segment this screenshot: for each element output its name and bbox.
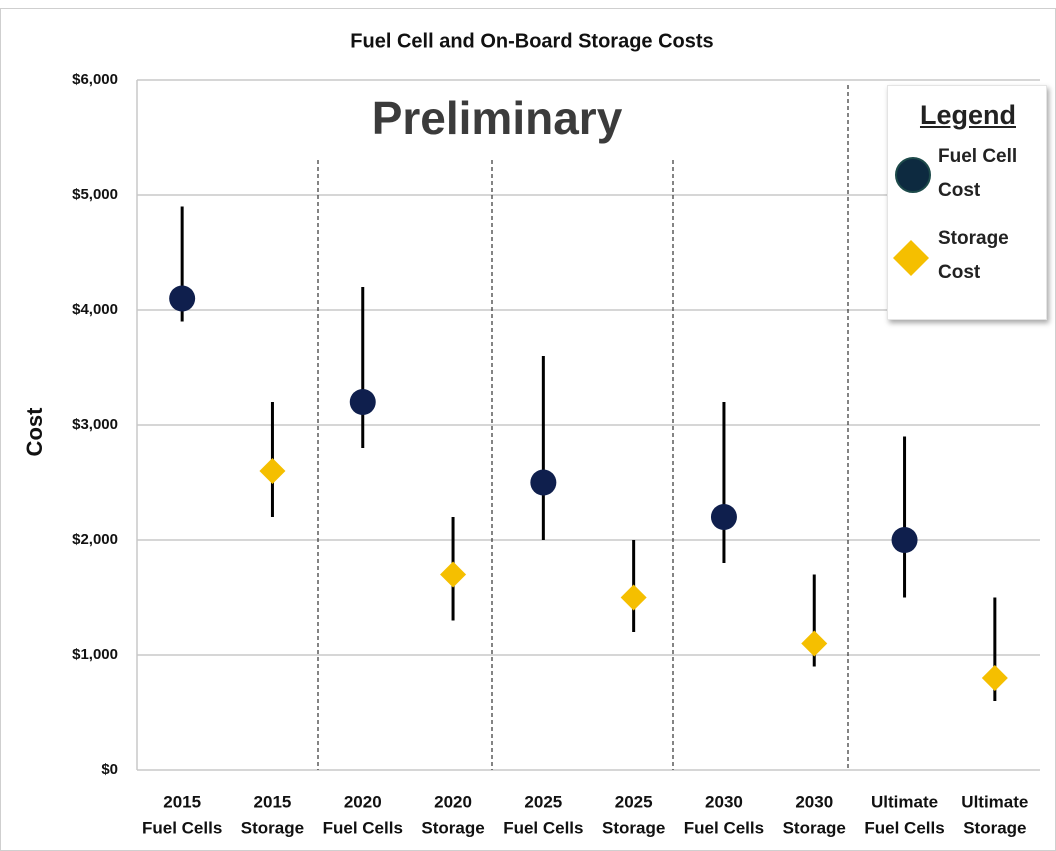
marker — [169, 285, 196, 312]
x-tick-label: 2015 — [163, 792, 201, 811]
x-tick-label: Fuel Cells — [503, 818, 583, 837]
marker — [891, 527, 918, 553]
legend-marker — [895, 157, 931, 193]
x-tick-label: 2030 — [705, 792, 743, 811]
x-tick-label: 2030 — [795, 792, 833, 811]
y-tick-label: $2,000 — [72, 531, 118, 548]
x-tick-label: 2015 — [254, 792, 292, 811]
x-tick-label: Ultimate — [961, 792, 1028, 811]
x-tick-label: Storage — [421, 818, 484, 837]
marker — [981, 665, 1008, 691]
y-tick-label: $6,000 — [72, 71, 118, 88]
legend-label: Storage Cost — [938, 228, 1009, 283]
marker — [259, 458, 286, 484]
y-tick-label: $1,000 — [72, 646, 118, 663]
y-tick-label: $5,000 — [72, 186, 118, 203]
x-tick-label: Fuel Cells — [864, 818, 944, 837]
x-tick-label: Fuel Cells — [684, 818, 764, 837]
marker — [440, 561, 467, 588]
marker — [710, 504, 737, 530]
marker — [801, 630, 828, 657]
x-tick-label: Ultimate — [871, 792, 938, 811]
y-tick-label: $4,000 — [72, 301, 118, 318]
legend: Legend Fuel Cell Cost Storage Cost — [887, 85, 1047, 320]
legend-title: Legend — [919, 100, 1016, 130]
separators — [317, 85, 849, 770]
x-tick-label: 2020 — [344, 792, 382, 811]
chart-title: Fuel Cell and On-Board Storage Costs — [350, 30, 713, 52]
y-tick-label: $3,000 — [72, 416, 118, 433]
y-tick-label: $0 — [101, 761, 118, 778]
x-tick-label: Storage — [963, 818, 1026, 837]
marker — [620, 584, 647, 611]
x-tick-label: 2025 — [524, 792, 562, 811]
x-tick-label: Fuel Cells — [323, 818, 403, 837]
x-tick-label: Storage — [602, 818, 665, 837]
marker — [349, 389, 376, 415]
legend-label: Fuel Cell Cost — [938, 146, 1018, 201]
annotation: Preliminary — [372, 92, 623, 144]
x-tick-label: 2025 — [615, 792, 653, 811]
x-tick-label: Fuel Cells — [142, 818, 222, 837]
x-tick-label: Storage — [241, 818, 304, 837]
legend-markers — [893, 157, 931, 276]
legend-marker — [893, 240, 929, 276]
x-tick-label: Storage — [783, 818, 846, 837]
x-tick-label: 2020 — [434, 792, 472, 811]
y-axis-label: Cost — [22, 407, 47, 457]
marker — [530, 469, 557, 496]
